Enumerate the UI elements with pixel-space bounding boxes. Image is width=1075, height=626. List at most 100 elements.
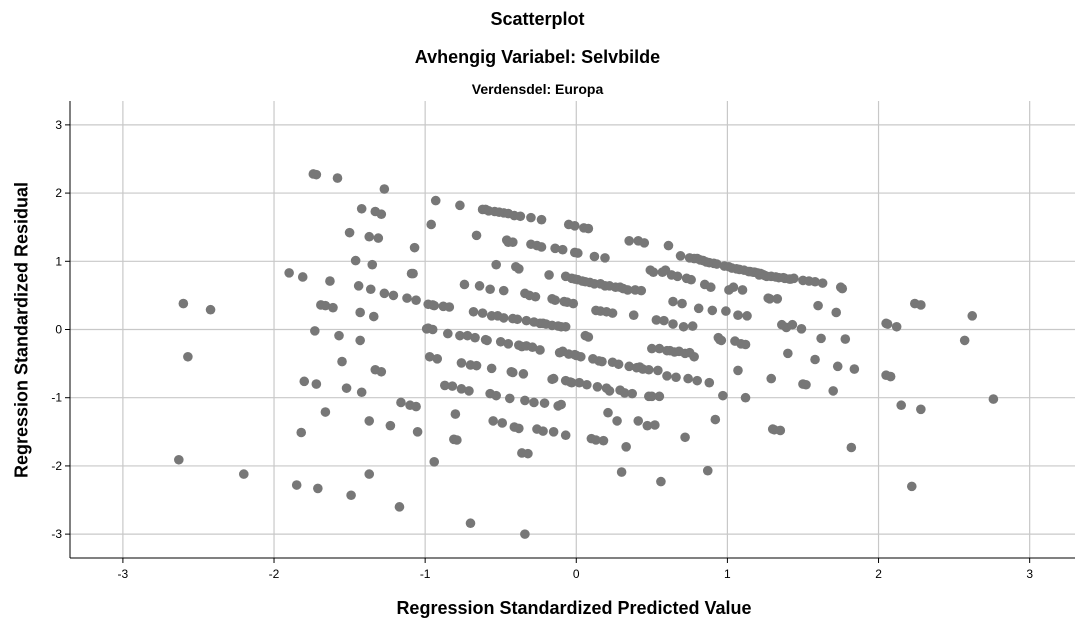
- x-tick-label: 3: [1026, 567, 1033, 581]
- data-point: [619, 388, 630, 398]
- data-point: [613, 359, 624, 370]
- data-point: [429, 300, 440, 311]
- data-point: [896, 400, 907, 411]
- data-point: [521, 315, 532, 326]
- data-point: [633, 416, 644, 426]
- data-point: [465, 518, 476, 529]
- data-point: [906, 481, 917, 492]
- data-point: [474, 281, 485, 291]
- data-point: [728, 282, 739, 293]
- data-point: [885, 371, 896, 382]
- data-point: [624, 361, 634, 372]
- data-point: [515, 211, 526, 222]
- data-point: [388, 290, 399, 301]
- data-point: [508, 237, 518, 247]
- data-point: [654, 343, 665, 354]
- data-point: [364, 231, 375, 242]
- data-point: [569, 221, 580, 231]
- data-point: [574, 377, 585, 388]
- x-axis-label: Regression Standardized Predicted Value: [396, 598, 752, 618]
- data-point: [647, 391, 657, 402]
- data-point: [337, 356, 347, 367]
- data-point: [600, 253, 610, 263]
- data-point: [659, 315, 669, 326]
- data-point: [678, 321, 689, 332]
- data-point: [693, 303, 704, 314]
- data-point: [796, 324, 807, 334]
- data-point: [607, 308, 618, 318]
- data-point: [628, 310, 639, 320]
- data-point: [325, 276, 335, 286]
- x-tick-label: -1: [420, 567, 431, 581]
- data-point: [468, 306, 479, 317]
- data-point: [967, 311, 978, 321]
- x-tick-label: 0: [573, 567, 580, 581]
- data-point: [310, 326, 320, 336]
- y-axis-label: Regression Standardized Residual: [11, 181, 32, 479]
- data-point: [341, 383, 352, 393]
- data-point: [810, 276, 820, 287]
- data-point: [840, 334, 851, 344]
- data-point: [498, 285, 509, 296]
- data-point: [503, 339, 514, 349]
- data-point: [675, 251, 686, 261]
- data-point: [356, 203, 367, 214]
- data-point: [560, 430, 571, 441]
- data-point: [402, 293, 412, 303]
- data-point: [530, 291, 541, 302]
- data-point: [427, 324, 438, 335]
- data-point: [548, 427, 559, 437]
- data-point: [916, 300, 926, 310]
- data-point: [299, 376, 310, 387]
- data-point: [733, 310, 743, 320]
- data-point: [409, 242, 420, 253]
- data-point: [486, 363, 497, 374]
- data-point: [644, 364, 654, 375]
- data-point: [654, 391, 665, 402]
- data-point: [334, 330, 344, 341]
- data-point: [816, 333, 826, 344]
- data-point: [576, 351, 586, 362]
- data-point: [604, 386, 615, 396]
- x-tick-label: -3: [118, 567, 129, 581]
- data-point: [544, 270, 554, 280]
- data-point: [430, 195, 441, 206]
- x-tick-label: 2: [875, 567, 882, 581]
- data-point: [707, 305, 718, 316]
- data-point: [491, 390, 501, 401]
- data-point: [498, 313, 509, 323]
- data-point: [766, 373, 777, 384]
- data-point: [647, 343, 657, 354]
- data-point: [680, 432, 690, 443]
- data-point: [772, 294, 783, 304]
- data-point: [426, 219, 436, 230]
- data-point: [687, 321, 698, 331]
- data-point: [817, 278, 828, 288]
- data-point: [346, 490, 356, 501]
- data-point: [535, 345, 545, 355]
- data-point: [488, 416, 498, 426]
- data-point: [178, 298, 189, 309]
- data-point: [311, 379, 322, 389]
- data-point: [828, 386, 838, 396]
- data-point: [662, 371, 672, 381]
- data-point: [432, 354, 443, 364]
- data-point: [740, 392, 751, 403]
- data-point: [518, 369, 529, 379]
- data-point: [328, 302, 338, 313]
- data-point: [583, 332, 594, 342]
- data-point: [642, 420, 653, 431]
- data-point: [504, 393, 515, 404]
- data-point: [650, 420, 660, 430]
- data-point: [332, 173, 343, 183]
- data-point: [520, 529, 530, 539]
- data-point: [444, 302, 455, 312]
- data-point: [988, 394, 999, 404]
- data-point: [622, 285, 633, 295]
- data-point: [477, 308, 488, 318]
- data-point: [238, 469, 249, 479]
- data-point: [737, 285, 748, 295]
- data-point: [536, 214, 547, 225]
- data-point: [560, 321, 571, 332]
